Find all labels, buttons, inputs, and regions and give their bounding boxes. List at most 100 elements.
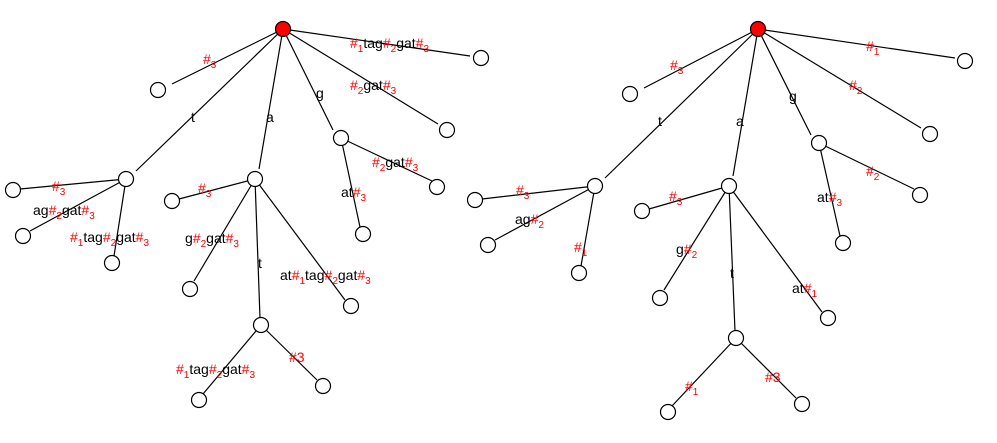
tree-right-edge-n-g-leaf-g-at	[818, 142, 841, 237]
tree-left-edge-n-t-leaf-t-ag	[29, 178, 127, 232]
tree-left-edge-n-g-leaf-g-2gat	[340, 137, 433, 182]
tree-right-edge-n-a-leaf-a-g	[663, 185, 730, 291]
tree-left-edge-n-a-leaf-a-s3	[178, 178, 256, 200]
tree-right-node-n-g	[810, 134, 828, 152]
tree-left-edge-n-t-leaf-t-1tag	[113, 178, 127, 257]
tree-left-label-l-g-at: at#3	[341, 184, 366, 204]
tree-left-edge-n-a-leaf-a-at	[254, 178, 346, 301]
tree-left-label-l-a-s3: #3	[198, 180, 212, 200]
tree-right-label-r-t-s3: #3	[516, 182, 530, 202]
tree-right-label-r-at-3: #3	[765, 369, 781, 385]
tree-left-label-l-s3: #3	[203, 51, 217, 71]
tree-left-edge-n-g-leaf-g-at	[340, 137, 361, 228]
tree-right-edge-n-t-leaf-t-s3	[481, 185, 596, 200]
tree-right-node-leaf-at-1	[659, 403, 677, 421]
tree-left-label-l-at-1tag: #1tag#2gat#3	[176, 361, 255, 381]
tree-right-label-r-s1: #1	[866, 38, 880, 58]
tree-left-label-l-top: #1tag#2gat#3	[350, 35, 429, 55]
tree-right-label-r-g-at: at#3	[817, 189, 842, 209]
tree-left-node-leaf-a-g	[181, 280, 199, 298]
tree-right-node-leaf-a-g	[651, 289, 669, 307]
tree-right-label-r-s3: #3	[670, 57, 684, 77]
tree-left-node-n-t	[117, 170, 135, 188]
tree-right-label-r-at-1: #1	[685, 378, 699, 398]
tree-left-label-l-at-3: #3	[289, 349, 305, 365]
tree-left-node-leaf-s3	[149, 81, 167, 99]
tree-right-edge-n-g-leaf-g-s2	[818, 142, 915, 190]
tree-left-edge-root-leaf-s3	[171, 28, 284, 85]
tree-right-label-r-t-ag: ag#2	[515, 211, 544, 231]
tree-left-edge-n-at-leaf-at-1tag	[202, 324, 262, 395]
tree-right-edge-n-at-leaf-at-3	[735, 337, 797, 399]
tree-right-edge-root-n-a	[732, 28, 759, 177]
tree-left-edge-n-a-n-at	[254, 178, 261, 319]
tree-left-label-l-a-t: t	[258, 255, 262, 271]
tree-right-label-r-a-s3: #3	[669, 188, 683, 208]
tree-right-edge-root-n-t	[604, 28, 759, 179]
tree-left-node-n-at	[252, 316, 270, 334]
tree-left-node-leaf-t-1tag	[103, 254, 121, 272]
tree-left-edge-root-n-a	[258, 28, 284, 170]
tree-right-node-leaf-s1	[956, 52, 974, 70]
tree-edges	[19, 28, 956, 407]
tree-right-node-leaf-at-3	[793, 395, 811, 413]
tree-left-edge-root-leaf-2gat	[282, 28, 439, 125]
tree-left-label-l-a: a	[266, 109, 274, 125]
tree-right-edge-n-a-n-at	[728, 185, 736, 332]
tree-right-edge-n-a-leaf-a-s3	[648, 185, 730, 210]
tree-left-label-l-a-g: g#2gat#3	[185, 230, 239, 250]
tree-right-node-leaf-g-at	[834, 234, 852, 252]
tree-left-node-leaf-t-s3	[4, 181, 22, 199]
edge-labels: #3t ag#1tag#2gat#3#2gat#3#3ag#2gat#3#1tag…	[33, 35, 880, 398]
tree-left-edge-root-n-t	[135, 28, 284, 172]
tree-left-node-leaf-a-s3	[163, 192, 181, 210]
tree-right-label-r-t-s1: #1	[574, 239, 588, 259]
tree-left-node-leaf-g-at	[354, 225, 372, 243]
tree-right-label-r-a-t: t	[730, 265, 734, 281]
tree-left-node-leaf-g-2gat	[428, 178, 446, 196]
tree-left-root-node	[274, 20, 292, 38]
tree-right-node-n-a	[720, 177, 738, 195]
tree-left-node-leaf-2gat	[438, 121, 456, 139]
tree-right-label-r-a-at: at#1	[792, 280, 817, 300]
tree-right-edge-n-a-leaf-a-at	[728, 185, 823, 313]
tree-left-edge-n-t-leaf-t-s3	[19, 178, 127, 190]
tree-left-node-n-a	[246, 170, 264, 188]
tree-right-node-leaf-a-at	[819, 309, 837, 327]
tree-left-node-leaf-top	[472, 49, 490, 67]
tree-left-label-l-t-1tag: #1tag#2gat#3	[70, 229, 149, 249]
tree-right-label-r-s2: #2	[849, 77, 863, 97]
tree-left-node-leaf-at-1tag	[190, 391, 208, 409]
tree-right-node-leaf-s2	[921, 125, 939, 143]
tree-left-edge-root-n-g	[282, 28, 334, 131]
tree-right-label-r-a-g: g#2	[676, 241, 698, 261]
tree-right-label-r-g-s2: #2	[866, 163, 880, 183]
tree-nodes	[4, 20, 974, 421]
tree-right-edge-root-n-g	[757, 28, 812, 136]
tree-right-label-r-a: a	[736, 113, 744, 129]
tree-right-edge-n-t-leaf-t-s1	[580, 185, 596, 267]
tree-left-node-leaf-a-at	[342, 297, 360, 315]
tree-left-node-n-g	[332, 129, 350, 147]
tree-left-edge-n-a-leaf-a-g	[193, 178, 256, 282]
tree-right-edge-n-at-leaf-at-1	[671, 337, 737, 407]
tree-left-node-leaf-at-3	[314, 377, 332, 395]
tree-left-node-leaf-t-ag	[14, 227, 32, 245]
tree-right-node-n-at	[727, 329, 745, 347]
tree-right-node-leaf-a-s3	[633, 202, 651, 220]
tree-right-node-leaf-g-s2	[911, 186, 929, 204]
tree-right-node-n-t	[586, 177, 604, 195]
tree-right-edge-root-leaf-s3	[643, 28, 759, 89]
tree-left-edge-n-at-leaf-at-3	[260, 324, 318, 381]
tree-right-node-leaf-s3	[621, 85, 639, 103]
tree-left-label-l-g: g	[316, 85, 324, 101]
tree-left-label-l-t-s3: #3	[52, 178, 66, 198]
tree-right-edge-n-t-leaf-t-ag	[494, 185, 596, 241]
tree-right-edge-root-leaf-s1	[757, 28, 956, 59]
tree-left-label-l-t: t	[191, 109, 195, 125]
tree-left-edge-root-leaf-top	[282, 28, 471, 57]
tree-left-label-l-t-ag: ag#2gat#3	[33, 202, 95, 222]
tree-right-edge-root-leaf-s2	[757, 28, 922, 129]
tree-right-node-leaf-t-s3	[466, 191, 484, 209]
